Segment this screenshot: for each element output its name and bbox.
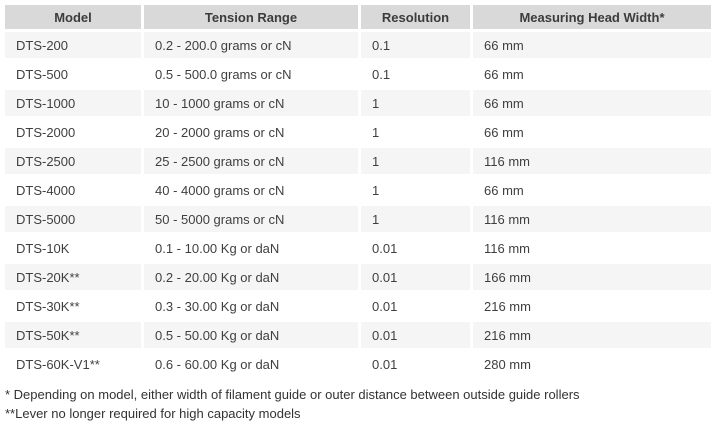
table-cell: 66 mm [473, 32, 711, 58]
footnotes: * Depending on model, either width of fi… [2, 385, 714, 423]
table-cell: 116 mm [473, 206, 711, 232]
table-row: DTS-2000 20 - 2000 grams or cN 1 66 mm [5, 119, 711, 145]
tension-meter-spec-table: Model Tension Range Resolution Measuring He… [2, 2, 714, 380]
table-cell: 166 mm [473, 264, 711, 290]
table-cell: 0.01 [361, 235, 470, 261]
table-cell: 0.1 [361, 61, 470, 87]
table-cell: 216 mm [473, 293, 711, 319]
table-row: DTS-2500 25 - 2500 grams or cN 1 116 mm [5, 148, 711, 174]
table-body: DTS-200 0.2 - 200.0 grams or cN 0.1 66 mm DT… [5, 32, 711, 377]
table-cell: DTS-2500 [5, 148, 141, 174]
table-row: DTS-20K** 0.2 - 20.00 Kg or daN 0.01 166 mm [5, 264, 711, 290]
table-row: DTS-30K** 0.3 - 30.00 Kg or daN 0.01 216 mm [5, 293, 711, 319]
column-header: Tension Range [144, 5, 358, 29]
table-cell: DTS-10K [5, 235, 141, 261]
table-cell: 1 [361, 119, 470, 145]
table-cell: 66 mm [473, 61, 711, 87]
column-header: Model [5, 5, 141, 29]
table-cell: 0.2 - 200.0 grams or cN [144, 32, 358, 58]
footnote-line: **Lever no longer required for high capa… [5, 406, 301, 421]
table-cell: 116 mm [473, 148, 711, 174]
table-cell: DTS-60K-V1** [5, 351, 141, 377]
table-cell: 50 - 5000 grams or cN [144, 206, 358, 232]
table-cell: DTS-30K** [5, 293, 141, 319]
table-cell: 25 - 2500 grams or cN [144, 148, 358, 174]
table-cell: 0.01 [361, 322, 470, 348]
table-cell: 0.1 - 10.00 Kg or daN [144, 235, 358, 261]
table-cell: DTS-500 [5, 61, 141, 87]
table-cell: 280 mm [473, 351, 711, 377]
table-cell: 0.01 [361, 264, 470, 290]
table-cell: 10 - 1000 grams or cN [144, 90, 358, 116]
table-cell: 0.1 [361, 32, 470, 58]
table-cell: 1 [361, 90, 470, 116]
table-row: DTS-4000 40 - 4000 grams or cN 1 66 mm [5, 177, 711, 203]
table-cell: 0.6 - 60.00 Kg or daN [144, 351, 358, 377]
table-row: DTS-5000 50 - 5000 grams or cN 1 116 mm [5, 206, 711, 232]
table-header-row: Model Tension Range Resolution Measuring He… [5, 5, 711, 29]
column-header: Measuring Head Width* [473, 5, 711, 29]
column-header: Resolution [361, 5, 470, 29]
table-cell: DTS-50K** [5, 322, 141, 348]
table-cell: 0.3 - 30.00 Kg or daN [144, 293, 358, 319]
table-cell: 1 [361, 148, 470, 174]
table-cell: DTS-20K** [5, 264, 141, 290]
table-row: DTS-1000 10 - 1000 grams or cN 1 66 mm [5, 90, 711, 116]
table-cell: 0.2 - 20.00 Kg or daN [144, 264, 358, 290]
table-row: DTS-50K** 0.5 - 50.00 Kg or daN 0.01 216 mm [5, 322, 711, 348]
table-cell: 116 mm [473, 235, 711, 261]
table-cell: 66 mm [473, 177, 711, 203]
table-cell: 216 mm [473, 322, 711, 348]
table-cell: 66 mm [473, 119, 711, 145]
footnote-line: * Depending on model, either width of fi… [5, 387, 580, 402]
table-cell: 20 - 2000 grams or cN [144, 119, 358, 145]
table-cell: 0.01 [361, 351, 470, 377]
table-cell: 1 [361, 177, 470, 203]
table-cell: DTS-200 [5, 32, 141, 58]
table-cell: DTS-5000 [5, 206, 141, 232]
table-cell: 0.01 [361, 293, 470, 319]
table-cell: DTS-1000 [5, 90, 141, 116]
table-cell: 1 [361, 206, 470, 232]
table-row: DTS-10K 0.1 - 10.00 Kg or daN 0.01 116 mm [5, 235, 711, 261]
table-row: DTS-200 0.2 - 200.0 grams or cN 0.1 66 mm [5, 32, 711, 58]
table-row: DTS-500 0.5 - 500.0 grams or cN 0.1 66 mm [5, 61, 711, 87]
table-row: DTS-60K-V1** 0.6 - 60.00 Kg or daN 0.01 280… [5, 351, 711, 377]
table-cell: DTS-4000 [5, 177, 141, 203]
table-cell: 0.5 - 500.0 grams or cN [144, 61, 358, 87]
table-cell: DTS-2000 [5, 119, 141, 145]
table-cell: 66 mm [473, 90, 711, 116]
table-cell: 40 - 4000 grams or cN [144, 177, 358, 203]
table-cell: 0.5 - 50.00 Kg or daN [144, 322, 358, 348]
